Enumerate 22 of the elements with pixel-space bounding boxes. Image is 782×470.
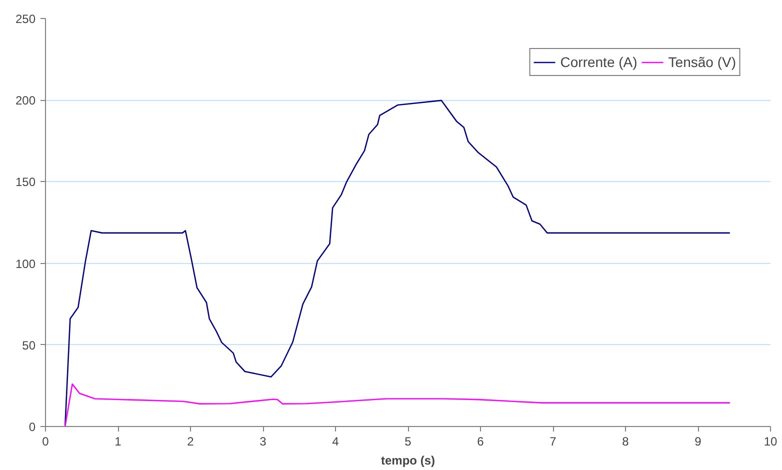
x-tick-label: 3 — [260, 434, 267, 448]
x-tick-label: 9 — [694, 434, 702, 448]
x-axis-title: tempo (s) — [381, 454, 436, 468]
y-tick-label: 50 — [22, 338, 36, 352]
y-tick-label: 100 — [15, 256, 36, 271]
y-tick-label: 250 — [15, 12, 36, 26]
x-tick-label: 6 — [477, 434, 484, 448]
x-tick-label: 0 — [42, 434, 50, 448]
x-tick-label: 8 — [622, 434, 630, 448]
x-tick-label: 10 — [764, 434, 778, 448]
x-tick-label: 1 — [114, 434, 122, 448]
line-series — [64, 100, 731, 426]
x-tick-label: 7 — [550, 434, 557, 448]
x-tick-label: 2 — [187, 434, 194, 448]
legend-label: Tensão (V) — [668, 54, 736, 70]
legend-label: Corrente (A) — [560, 54, 638, 70]
x-tick-label: 4 — [332, 434, 340, 448]
x-tick-label: 5 — [404, 434, 412, 448]
y-tick-label: 150 — [15, 175, 36, 190]
y-tick-label: 0 — [28, 420, 36, 434]
y-tick-label: 200 — [15, 94, 36, 108]
line-series — [64, 383, 731, 426]
